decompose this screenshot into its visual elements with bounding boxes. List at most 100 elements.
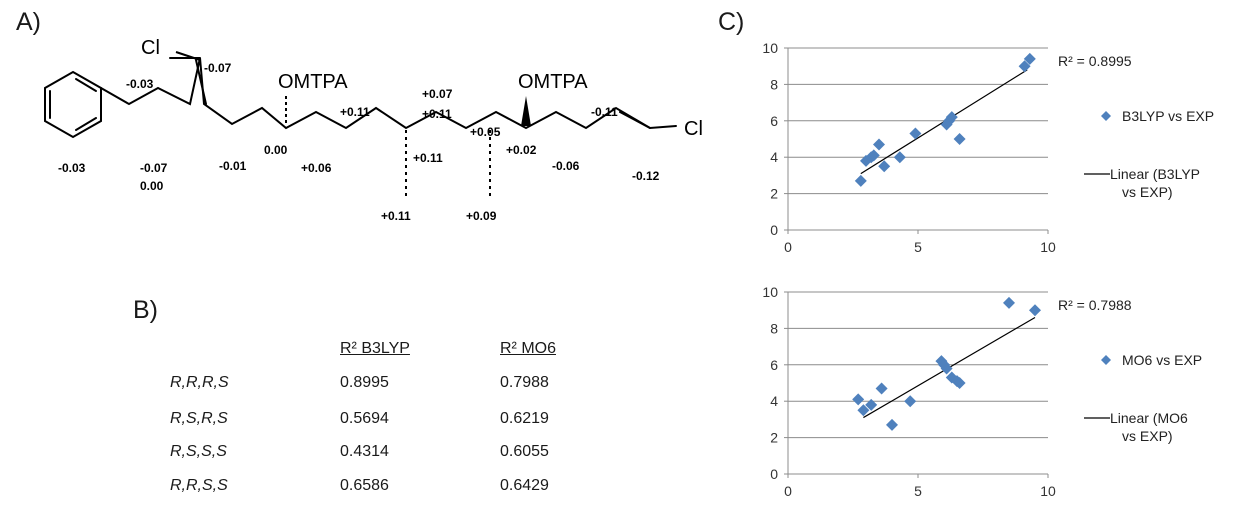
panel-a-label: A): [16, 8, 41, 36]
data-point: [865, 398, 878, 411]
legend-label: MO6 vs EXP: [1122, 352, 1202, 368]
legend-marker: [1101, 355, 1111, 365]
shift-label: -0.03: [58, 161, 86, 175]
shift-label: -0.07: [204, 61, 232, 75]
legend-marker: [1101, 111, 1111, 121]
legend-label: Linear (B3LYP: [1110, 166, 1200, 182]
y-tick-label: 2: [770, 186, 778, 202]
shift-label: -0.12: [632, 169, 660, 183]
cl-top-label: Cl: [141, 37, 160, 59]
shift-label: -0.06: [552, 159, 580, 173]
mo6-cell: 0.6055: [500, 443, 549, 460]
legend-label: Linear (MO6: [1110, 410, 1188, 426]
shift-label: +0.11: [422, 107, 452, 121]
y-tick-label: 6: [770, 113, 778, 129]
data-point: [1029, 304, 1041, 317]
panel-c-label: C): [718, 8, 745, 36]
y-tick-label: 10: [762, 284, 778, 300]
shift-label: 0.00: [140, 179, 164, 193]
config-cell: R,R,R,S: [170, 374, 229, 391]
chart-mo6: 0 2 4 6 8 10 0 5 10 R² = 0.7988 MO6 vs EXP Linear (…: [744, 280, 1244, 507]
y-tick-label: 6: [770, 357, 778, 373]
b3lyp-cell: 0.5694: [340, 410, 389, 427]
table-row: R,S,S,S 0.4314 0.6055: [170, 443, 620, 465]
r-squared-annotation: R² = 0.7988: [1058, 297, 1132, 313]
wedge-bond-omtpa-right: [521, 96, 531, 126]
x-tick-label: 0: [784, 483, 792, 499]
y-tick-label: 8: [770, 320, 778, 336]
omtpa-right-label: OMTPA: [518, 71, 588, 93]
data-point: [1023, 52, 1036, 65]
header-b3lyp: R² B3LYP: [340, 340, 410, 357]
y-tick-label: 4: [770, 393, 778, 409]
y-tick-label: 8: [770, 76, 778, 92]
data-point: [935, 355, 948, 368]
shift-label: 0.00: [264, 143, 288, 157]
table-row: R,R,R,S 0.8995 0.7988: [170, 374, 620, 396]
legend-label: vs EXP): [1122, 184, 1173, 200]
data-point: [943, 114, 956, 127]
mo6-cell: 0.6429: [500, 477, 549, 494]
y-tick-label: 2: [770, 430, 778, 446]
y-tick-label: 0: [770, 222, 778, 238]
data-point: [940, 362, 953, 375]
y-tick-label: 4: [770, 149, 778, 165]
shift-label: -0.07: [140, 161, 168, 175]
cl-right-label: Cl: [684, 118, 703, 140]
table-row: R,R,S,S 0.6586 0.6429: [170, 477, 620, 499]
benzene-ring: [44, 70, 102, 139]
shift-label: -0.03: [126, 77, 154, 91]
panel-b-label: B): [133, 296, 158, 324]
data-point: [893, 151, 906, 164]
mo6-cell: 0.7988: [500, 374, 549, 391]
carbon-chain: [100, 57, 677, 130]
data-point: [852, 393, 865, 406]
data-point: [909, 127, 922, 140]
x-tick-label: 10: [1040, 239, 1056, 255]
mo6-cell: 0.6219: [500, 410, 549, 427]
shift-label: +0.11: [413, 151, 443, 165]
data-point: [904, 395, 917, 408]
data-point: [945, 111, 958, 124]
shift-label: -0.01: [219, 159, 247, 173]
x-tick-label: 5: [914, 239, 922, 255]
config-cell: R,S,R,S: [170, 410, 228, 427]
shift-label: +0.06: [301, 161, 332, 175]
legend-label: B3LYP vs EXP: [1122, 108, 1214, 124]
header-mo6: R² MO6: [500, 340, 556, 357]
data-point: [953, 377, 966, 389]
omtpa-left-label: OMTPA: [278, 71, 348, 93]
data-point: [875, 382, 888, 395]
shift-label: +0.11: [340, 105, 370, 119]
data-point: [873, 138, 885, 151]
data-point: [854, 174, 867, 187]
y-tick-label: 0: [770, 466, 778, 482]
config-cell: R,S,S,S: [170, 443, 227, 460]
x-tick-label: 5: [914, 483, 922, 499]
chart-b3lyp: 0 2 4 6 8 10 0 5 10 R² = 0.8995 B3LYP vs EXP Linear…: [744, 36, 1244, 271]
shift-label: +0.05: [470, 125, 501, 139]
data-point: [857, 404, 870, 417]
data-point: [1018, 60, 1031, 73]
data-point: [878, 160, 891, 173]
shift-label: +0.11: [381, 209, 411, 223]
shift-label: +0.02: [506, 143, 537, 157]
data-point: [867, 149, 880, 162]
legend-label: vs EXP): [1122, 428, 1173, 444]
x-tick-label: 10: [1040, 483, 1056, 499]
shift-label: +0.07: [422, 87, 453, 101]
shift-label: +0.09: [466, 209, 497, 223]
b3lyp-cell: 0.6586: [340, 477, 389, 494]
config-cell: R,R,S,S: [170, 477, 228, 494]
x-tick-label: 0: [784, 239, 792, 255]
data-point: [1003, 296, 1015, 309]
data-point: [953, 133, 966, 145]
b3lyp-cell: 0.8995: [340, 374, 389, 391]
data-point: [886, 418, 898, 431]
b3lyp-cell: 0.4314: [340, 443, 389, 460]
table-row: R,S,R,S 0.5694 0.6219: [170, 410, 620, 432]
shift-label: -0.11: [591, 105, 618, 119]
r-squared-annotation: R² = 0.8995: [1058, 53, 1132, 69]
y-tick-label: 10: [762, 40, 778, 56]
molecule-structure: Cl Cl OMTPA OMTPA -0.03 -0.03 -0.07 -0.0…: [44, 37, 703, 223]
